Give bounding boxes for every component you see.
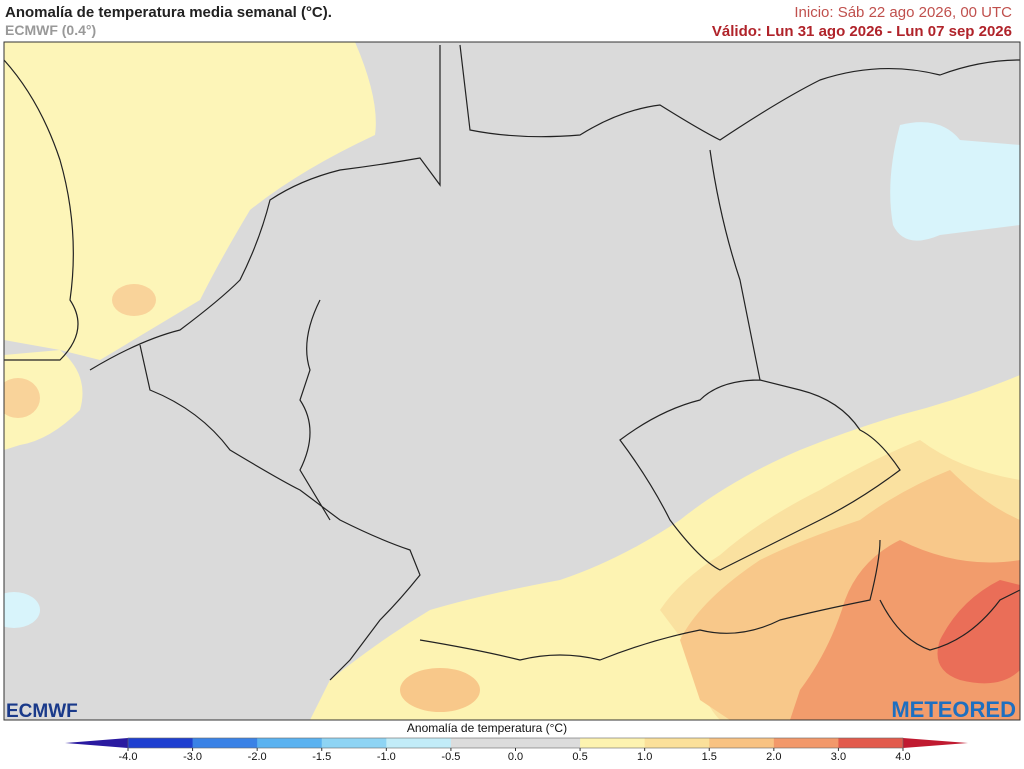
ecmwf-logo: ECMWF	[6, 701, 78, 722]
valid-date: Válido: Lun 31 ago 2026 - Lun 07 sep 202…	[712, 23, 1012, 40]
colorbar-tick-label: 1.5	[702, 751, 717, 763]
colorbar-segment	[644, 738, 710, 748]
colorbar-label: Anomalía de temperatura (°C)	[407, 721, 567, 735]
colorbar-segment	[386, 738, 452, 748]
borders	[4, 44, 1020, 681]
colorbar-tick-label: -0.5	[441, 751, 460, 763]
colorbar-tick-label: -1.0	[377, 751, 396, 763]
colorbar-tick-label: -3.0	[183, 751, 202, 763]
colorbar-arrow	[65, 738, 128, 748]
colorbar-tick-label: -2.0	[248, 751, 267, 763]
colorbar: -4.0 -3.0 -2.0 -1.5 -1.0 -0.5 0.0 0.5 1.0 1.5 2.0 3…	[65, 737, 968, 763]
anomaly-area	[400, 668, 480, 712]
colorbar-tick-label: 4.0	[895, 751, 910, 763]
colorbar-segment	[450, 738, 516, 748]
init-date: Inicio: Sáb 22 ago 2026, 00 UTC	[794, 4, 1012, 21]
anomaly-area	[4, 592, 40, 628]
colorbar-segment	[192, 738, 258, 748]
source: ECMWF (0.4°)	[5, 22, 96, 38]
colorbar-segment	[580, 738, 646, 748]
map-frame	[3, 41, 1021, 721]
colorbar-segment	[709, 738, 775, 748]
colorbar-segment	[321, 738, 387, 748]
colorbar-tick-label: 3.0	[831, 751, 846, 763]
colorbar-arrow	[903, 738, 968, 748]
colorbar-tick-label: 0.0	[508, 751, 523, 763]
map	[3, 41, 1021, 721]
anomaly-area	[4, 350, 83, 450]
colorbar-segment	[515, 738, 581, 748]
anomaly-area	[112, 284, 156, 316]
anomaly-area	[890, 122, 1020, 241]
colorbar-segment	[257, 738, 323, 748]
anomaly-area	[4, 42, 376, 360]
colorbar-tick-label: 1.0	[637, 751, 652, 763]
anomaly-area	[937, 580, 1020, 684]
anomaly-area	[4, 378, 40, 418]
colorbar-segment	[128, 738, 194, 748]
colorbar-tick-label: -1.5	[312, 751, 331, 763]
colorbar-tick-label: 0.5	[572, 751, 587, 763]
title: Anomalía de temperatura media semanal (°…	[5, 4, 332, 21]
colorbar-segment	[773, 738, 839, 748]
colorbar-tick-label: 2.0	[766, 751, 781, 763]
meteored-logo: METEORED	[891, 697, 1016, 722]
colorbar-segment	[838, 738, 904, 748]
colorbar-tick-label: -4.0	[119, 751, 138, 763]
